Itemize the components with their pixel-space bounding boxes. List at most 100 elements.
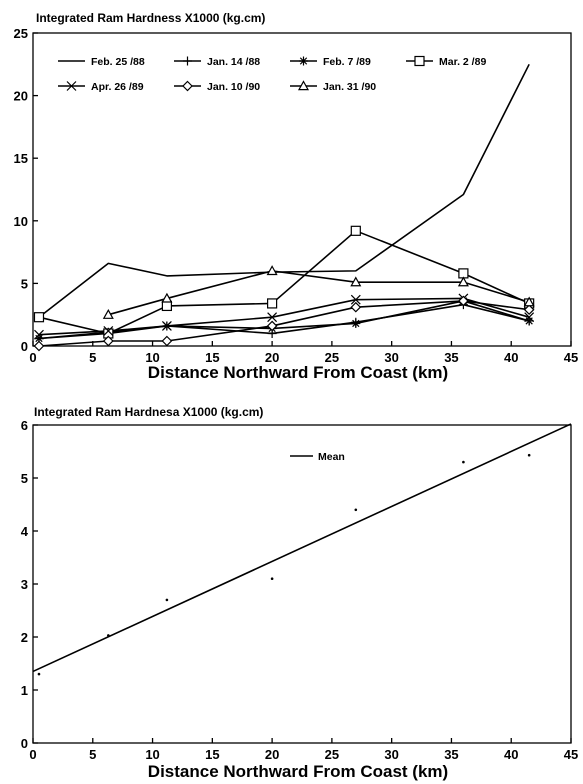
bottom-x-tick-label: 10 <box>145 747 159 762</box>
bottom-y-tick-label: 0 <box>21 736 28 751</box>
data-point-apr-26-89 <box>524 312 535 323</box>
legend-marker-apr-26-89 <box>66 81 77 91</box>
data-point-apr-26-89 <box>103 326 114 336</box>
data-point-mar-2-89 <box>161 300 173 312</box>
top-x-tick-label: 5 <box>89 350 96 365</box>
data-point-apr-26-89 <box>350 294 361 305</box>
data-point-jan-10-90 <box>523 304 535 316</box>
bottom-x-tick-label: 5 <box>89 747 96 762</box>
data-point-mean <box>354 508 358 512</box>
legend-marker-mar-2-89 <box>414 55 425 67</box>
legend-item-mean: Mean <box>290 451 345 463</box>
data-point-jan-10-90 <box>458 295 469 307</box>
data-point-mean <box>462 460 465 464</box>
legend-marker-jan-10-90 <box>182 80 193 92</box>
bottom-plot-frame <box>32 424 572 744</box>
series-line-jan-10-90 <box>38 300 530 347</box>
data-point-feb-7-89 <box>34 333 44 343</box>
bottom-y-tick-label: 2 <box>21 630 28 645</box>
bottom-y-tick-label: 4 <box>21 524 29 539</box>
legend-item-mar-2-89: Mar. 2 /89 <box>406 55 486 68</box>
top-chart-title: Integrated Ram Hardness X1000 (kg.cm) <box>36 11 265 25</box>
data-point-mar-2-89 <box>350 225 361 236</box>
bottom-x-tick-label: 35 <box>444 747 458 762</box>
data-point-jan-31-90 <box>266 265 278 276</box>
data-point-jan-10-90 <box>161 335 173 347</box>
top-y-tick-label: 20 <box>14 89 28 104</box>
legend-item-jan-31-90: Jan. 31 /90 <box>290 80 376 93</box>
data-point-mar-2-89 <box>267 298 278 309</box>
top-y-tick-label: 15 <box>14 151 28 166</box>
data-point-jan-10-90 <box>350 301 362 313</box>
legend-item-feb-25-88: Feb. 25 /88 <box>58 56 145 68</box>
bottom-x-tick-label: 0 <box>29 747 36 762</box>
series-line-jan-31-90 <box>108 270 530 316</box>
bottom-y-tick-label: 1 <box>21 683 28 698</box>
data-point-jan-31-90 <box>102 308 114 319</box>
data-point-jan-31-90 <box>350 276 362 287</box>
data-point-feb-7-89 <box>524 316 534 326</box>
legend-label-apr-26-89: Apr. 26 /89 <box>91 81 144 93</box>
data-point-mean <box>527 453 531 457</box>
bottom-chart: Integrated Ram Hardnesa X1000 (kg.cm) Di… <box>21 405 578 781</box>
data-point-jan-10-90 <box>266 320 278 332</box>
legend-label-jan-31-90: Jan. 31 /90 <box>323 81 376 93</box>
data-point-mean <box>37 672 41 676</box>
top-x-tick-label: 0 <box>29 350 36 365</box>
bottom-y-tick-label: 5 <box>21 471 28 486</box>
top-x-tick-label: 20 <box>265 350 279 365</box>
bottom-y-tick-label: 3 <box>21 577 28 592</box>
bottom-y-tick-label: 6 <box>21 418 28 433</box>
legend-item-feb-7-89: Feb. 7 /89 <box>290 56 371 68</box>
top-y-tick-label: 25 <box>14 26 28 41</box>
legend-marker-jan-31-90 <box>297 80 310 91</box>
bottom-x-tick-label: 15 <box>205 747 219 762</box>
mean-trend-line <box>32 423 572 673</box>
legend-label-feb-7-89: Feb. 7 /89 <box>323 56 371 68</box>
top-plot-frame <box>32 32 572 347</box>
top-x-tick-label: 45 <box>564 350 578 365</box>
legend-item-jan-14-88: Jan. 14 /88 <box>174 56 260 68</box>
bottom-x-tick-label: 25 <box>325 747 339 762</box>
top-x-tick-label: 35 <box>444 350 458 365</box>
top-x-tick-label: 10 <box>145 350 159 365</box>
legend-label-mean: Mean <box>318 451 345 463</box>
bottom-x-tick-label: 20 <box>265 747 279 762</box>
top-x-tick-label: 25 <box>325 350 339 365</box>
bottom-x-tick-label: 45 <box>564 747 578 762</box>
bottom-x-tick-label: 40 <box>504 747 518 762</box>
legend-label-mar-2-89: Mar. 2 /89 <box>439 56 486 68</box>
legend-label-jan-10-90: Jan. 10 /90 <box>207 81 260 93</box>
data-point-jan-10-90 <box>33 340 45 352</box>
data-point-jan-31-90 <box>161 292 173 303</box>
series-line-feb-25-88 <box>38 63 530 318</box>
bottom-x-tick-label: 30 <box>384 747 398 762</box>
top-y-tick-label: 0 <box>21 339 28 354</box>
data-point-mean <box>107 634 110 637</box>
data-point-apr-26-89 <box>34 329 44 340</box>
top-x-tick-label: 40 <box>504 350 518 365</box>
data-point-jan-31-90 <box>523 296 535 307</box>
data-point-mar-2-89 <box>33 312 45 323</box>
legend-label-feb-25-88: Feb. 25 /88 <box>91 56 145 68</box>
data-point-jan-10-90 <box>102 335 114 347</box>
top-x-tick-label: 30 <box>384 350 398 365</box>
legend-label-jan-14-88: Jan. 14 /88 <box>207 56 260 68</box>
top-y-tick-label: 5 <box>21 276 28 291</box>
legend-marker-feb-7-89 <box>299 56 308 66</box>
top-chart-x-axis-label: Distance Northward From Coast (km) <box>148 363 448 382</box>
bottom-chart-title: Integrated Ram Hardnesa X1000 (kg.cm) <box>34 405 263 419</box>
legend-marker-jan-14-88 <box>183 56 192 66</box>
bottom-chart-x-axis-label: Distance Northward From Coast (km) <box>148 762 448 781</box>
top-chart: Integrated Ram Hardness X1000 (kg.cm) Di… <box>14 11 579 382</box>
legend-item-jan-10-90: Jan. 10 /90 <box>174 80 260 93</box>
top-y-tick-label: 10 <box>14 214 28 229</box>
legend-item-apr-26-89: Apr. 26 /89 <box>58 81 144 93</box>
data-point-mean <box>165 598 169 602</box>
data-point-apr-26-89 <box>161 321 172 331</box>
top-x-tick-label: 15 <box>205 350 219 365</box>
data-point-jan-31-90 <box>457 276 469 287</box>
data-point-feb-7-89 <box>351 318 361 328</box>
data-point-apr-26-89 <box>267 312 278 323</box>
